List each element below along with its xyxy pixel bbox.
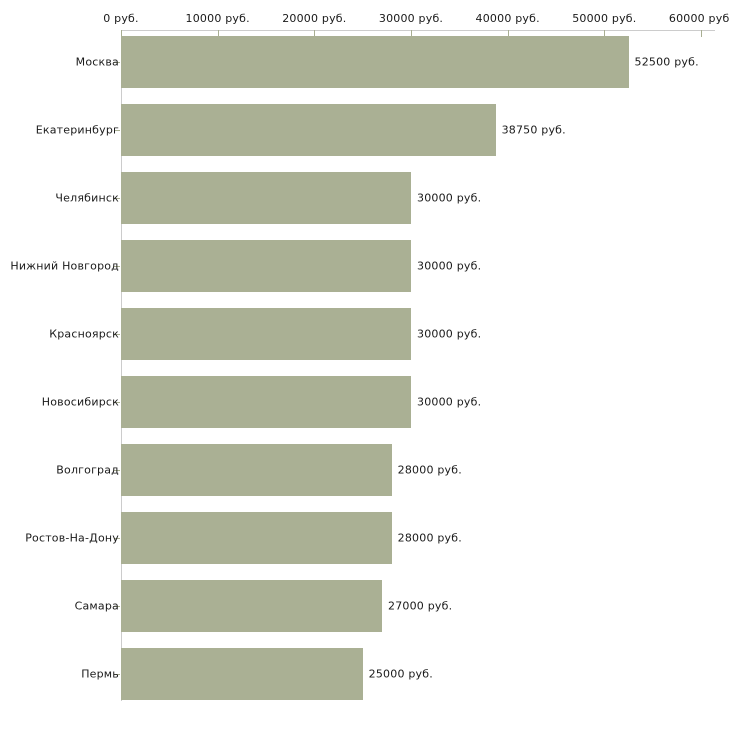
x-axis-tick — [121, 30, 122, 37]
y-axis-tick — [114, 266, 120, 267]
y-axis-tick — [114, 402, 120, 403]
x-axis-tick-label: 0 руб. — [103, 12, 139, 25]
category-label: Пермь — [81, 667, 119, 681]
x-axis-tick-label: 50000 руб. — [572, 12, 637, 25]
bar[interactable] — [121, 172, 411, 224]
bar-value-label: 25000 руб. — [368, 667, 433, 681]
x-axis-tick-label: 20000 руб. — [282, 12, 347, 25]
bar-value-label: 38750 руб. — [501, 123, 566, 137]
bar-value-label: 28000 руб. — [397, 463, 462, 477]
y-axis-tick — [114, 606, 120, 607]
bar-value-label: 30000 руб. — [417, 395, 482, 409]
category-label: Нижний Новгород — [10, 259, 119, 273]
bar[interactable] — [121, 444, 392, 496]
y-axis-line — [121, 30, 122, 701]
x-axis-tick — [701, 30, 702, 37]
x-axis-tick — [314, 30, 316, 37]
bar-value-label: 30000 руб. — [417, 191, 482, 205]
bar[interactable] — [121, 648, 363, 700]
x-axis-tick-label: 40000 руб. — [475, 12, 540, 25]
bar[interactable] — [121, 376, 411, 428]
y-axis-tick — [114, 62, 120, 63]
x-axis-tick-label: 10000 руб. — [185, 12, 250, 25]
bar-value-label: 28000 руб. — [397, 531, 462, 545]
y-axis-tick — [114, 674, 120, 675]
category-label: Волгоград — [56, 463, 119, 477]
y-axis-tick — [114, 538, 120, 539]
bar-value-label: 52500 руб. — [634, 55, 699, 69]
category-label: Красноярск — [49, 327, 119, 341]
category-label: Ростов-На-Дону — [25, 531, 119, 545]
x-axis-tick — [604, 30, 606, 37]
x-axis-tick — [411, 30, 412, 37]
category-label: Новосибирск — [41, 395, 119, 409]
x-axis-tick — [507, 30, 509, 37]
y-axis-tick — [114, 130, 120, 131]
bar-value-label: 30000 руб. — [417, 327, 482, 341]
x-axis-tick-label: 60000 руб. — [668, 12, 730, 25]
category-label: Екатеринбург — [35, 123, 119, 137]
category-label: Челябинск — [55, 191, 119, 205]
bar[interactable] — [121, 512, 392, 564]
y-axis-tick — [114, 334, 120, 335]
y-axis-tick — [114, 198, 120, 199]
bar[interactable] — [121, 36, 629, 88]
bar[interactable] — [121, 240, 411, 292]
x-axis-tick-label: 30000 руб. — [378, 12, 444, 25]
bar[interactable] — [121, 104, 496, 156]
category-label: Москва — [75, 55, 119, 69]
bar[interactable] — [121, 580, 382, 632]
x-axis-tick — [217, 30, 219, 37]
bar-value-label: 30000 руб. — [417, 259, 482, 273]
x-axis-line — [121, 30, 715, 31]
category-label: Самара — [74, 599, 119, 613]
y-axis-tick — [114, 470, 120, 471]
bar[interactable] — [121, 308, 411, 360]
bar-value-label: 27000 руб. — [388, 599, 453, 613]
